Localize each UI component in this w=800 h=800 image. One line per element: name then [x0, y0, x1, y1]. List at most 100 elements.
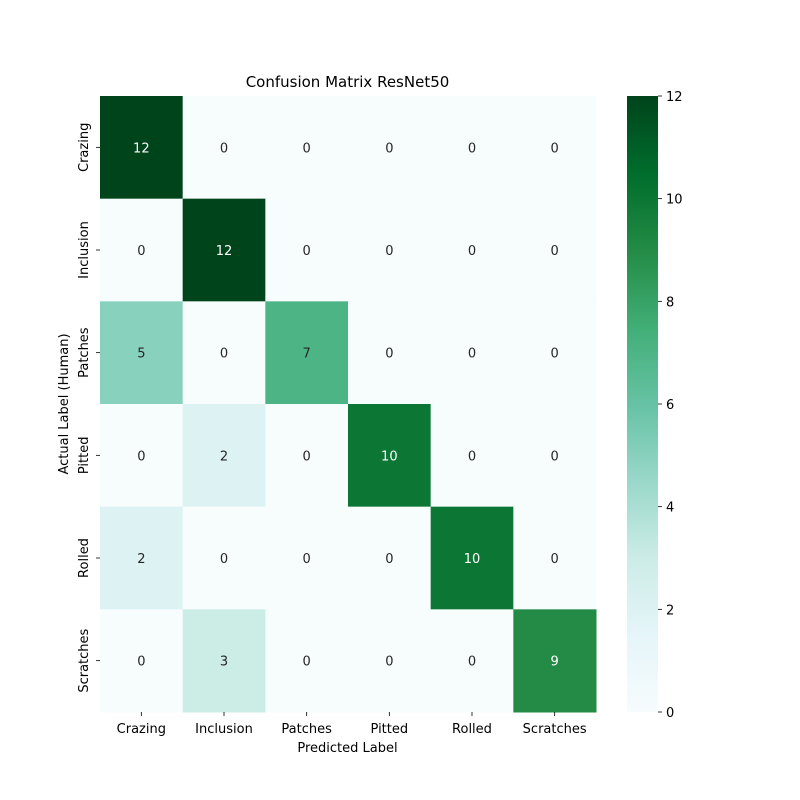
- cell-value-label: 10: [381, 449, 398, 464]
- cell-value-label: 0: [468, 655, 476, 670]
- colorbar: [627, 96, 658, 712]
- cell-value-label: 0: [385, 141, 393, 156]
- x-axis-label: Predicted Label: [297, 741, 397, 756]
- cell-value-label: 0: [303, 244, 311, 259]
- cell-value-label: 0: [303, 449, 311, 464]
- cell-value-label: 0: [551, 347, 559, 362]
- x-tick-label: Pitted: [371, 722, 409, 737]
- heatmap-cell: [100, 506, 184, 610]
- heatmap-cell: [430, 96, 514, 200]
- heatmap-cell: [182, 609, 266, 713]
- cell-value-label: 3: [220, 655, 228, 670]
- heatmap-cell: [182, 404, 266, 508]
- cell-value-label: 0: [551, 449, 559, 464]
- cell-value-label: 0: [220, 347, 228, 362]
- x-axis-ticks: Crazing Inclusion Patches Pitted Rolled Scrat…: [117, 712, 587, 737]
- heatmap-cells: [100, 96, 597, 713]
- cell-value-label: 2: [220, 449, 228, 464]
- heatmap-cell: [513, 506, 597, 610]
- heatmap-cell: [265, 96, 349, 200]
- cell-value-label: 0: [137, 655, 145, 670]
- x-tick-label: Scratches: [523, 722, 587, 737]
- cell-value-label: 0: [468, 449, 476, 464]
- heatmap-cell: [348, 506, 432, 610]
- cell-value-label: 0: [385, 347, 393, 362]
- cell-value-label: 7: [303, 347, 311, 362]
- colorbar-tick-label: 8: [666, 295, 674, 310]
- cell-value-label: 10: [464, 552, 481, 567]
- heatmap-cell: [430, 404, 514, 508]
- heatmap-cell: [265, 506, 349, 610]
- heatmap-cell: [430, 301, 514, 405]
- heatmap-cell: [513, 301, 597, 405]
- heatmap-cell: [265, 404, 349, 508]
- x-tick-label: Crazing: [117, 722, 166, 737]
- y-axis-label: Actual Label (Human): [57, 333, 72, 474]
- heatmap-cell: [100, 96, 184, 200]
- colorbar-ticks: 0 2 4 6 8 10 12: [658, 90, 683, 721]
- cell-value-label: 9: [551, 655, 559, 670]
- heatmap-cell: [513, 198, 597, 302]
- colorbar-tick-label: 2: [666, 603, 674, 618]
- x-tick-label: Inclusion: [195, 722, 253, 737]
- colorbar-tick-label: 6: [666, 398, 674, 413]
- heatmap-cell: [513, 96, 597, 200]
- cell-value-label: 12: [216, 244, 233, 259]
- colorbar-tick-label: 12: [666, 90, 683, 105]
- heatmap-cell: [265, 609, 349, 713]
- cell-value-label: 0: [468, 141, 476, 156]
- heatmap-cell: [430, 609, 514, 713]
- cell-value-label: 12: [133, 141, 150, 156]
- cell-value-label: 0: [220, 141, 228, 156]
- cell-value-label: 0: [303, 655, 311, 670]
- cell-value-label: 0: [468, 244, 476, 259]
- cell-value-label: 0: [385, 244, 393, 259]
- heatmap-cell: [513, 609, 597, 713]
- heatmap-cell: [348, 609, 432, 713]
- heatmap-cell: [348, 301, 432, 405]
- cell-value-label: 0: [137, 244, 145, 259]
- cell-value-label: 0: [303, 141, 311, 156]
- heatmap-cell: [100, 198, 184, 302]
- cell-value-label: 5: [137, 347, 145, 362]
- cell-value-label: 0: [468, 347, 476, 362]
- heatmap-cell: [100, 404, 184, 508]
- y-tick-label: Crazing: [77, 123, 92, 172]
- colorbar-tick-label: 10: [666, 193, 683, 208]
- heatmap-cell: [182, 301, 266, 405]
- heatmap-cell: [513, 404, 597, 508]
- heatmap-cell: [265, 198, 349, 302]
- cell-value-label: 2: [137, 552, 145, 567]
- cell-value-label: 0: [303, 552, 311, 567]
- heatmap-cell: [348, 198, 432, 302]
- colorbar-tick-label: 0: [666, 706, 674, 721]
- heatmap-cell: [430, 198, 514, 302]
- cell-value-label: 0: [220, 552, 228, 567]
- heatmap-cell-labels: 12 0 0 0 0 00 12 0 0 0 05 0 7 0 0 00 2 0 10 0 02 0 0 0 10 00 3 0 0 0 9: [133, 141, 559, 669]
- x-tick-label: Patches: [281, 722, 332, 737]
- x-tick-label: Rolled: [452, 722, 492, 737]
- heatmap-cell: [348, 96, 432, 200]
- y-tick-label: Rolled: [77, 538, 92, 578]
- heatmap-cell: [182, 198, 266, 302]
- colorbar-tick-label: 4: [666, 501, 674, 516]
- cell-value-label: 0: [137, 449, 145, 464]
- y-tick-label: Pitted: [77, 437, 92, 475]
- y-tick-label: Patches: [77, 327, 92, 378]
- cell-value-label: 0: [551, 141, 559, 156]
- heatmap-cell: [100, 609, 184, 713]
- heatmap-cell: [182, 506, 266, 610]
- heatmap-cell: [430, 506, 514, 610]
- y-tick-label: Inclusion: [77, 221, 92, 279]
- heatmap-cell: [182, 96, 266, 200]
- cell-value-label: 0: [551, 244, 559, 259]
- cell-value-label: 0: [385, 552, 393, 567]
- y-axis-ticks: Crazing Inclusion Patches Pitted Rolled Scrat…: [77, 123, 100, 693]
- y-tick-label: Scratches: [77, 628, 92, 692]
- heatmap-cell: [348, 404, 432, 508]
- heatmap-cell: [100, 301, 184, 405]
- cell-value-label: 0: [551, 552, 559, 567]
- cell-value-label: 0: [385, 655, 393, 670]
- chart-title: Confusion Matrix ResNet50: [246, 73, 450, 91]
